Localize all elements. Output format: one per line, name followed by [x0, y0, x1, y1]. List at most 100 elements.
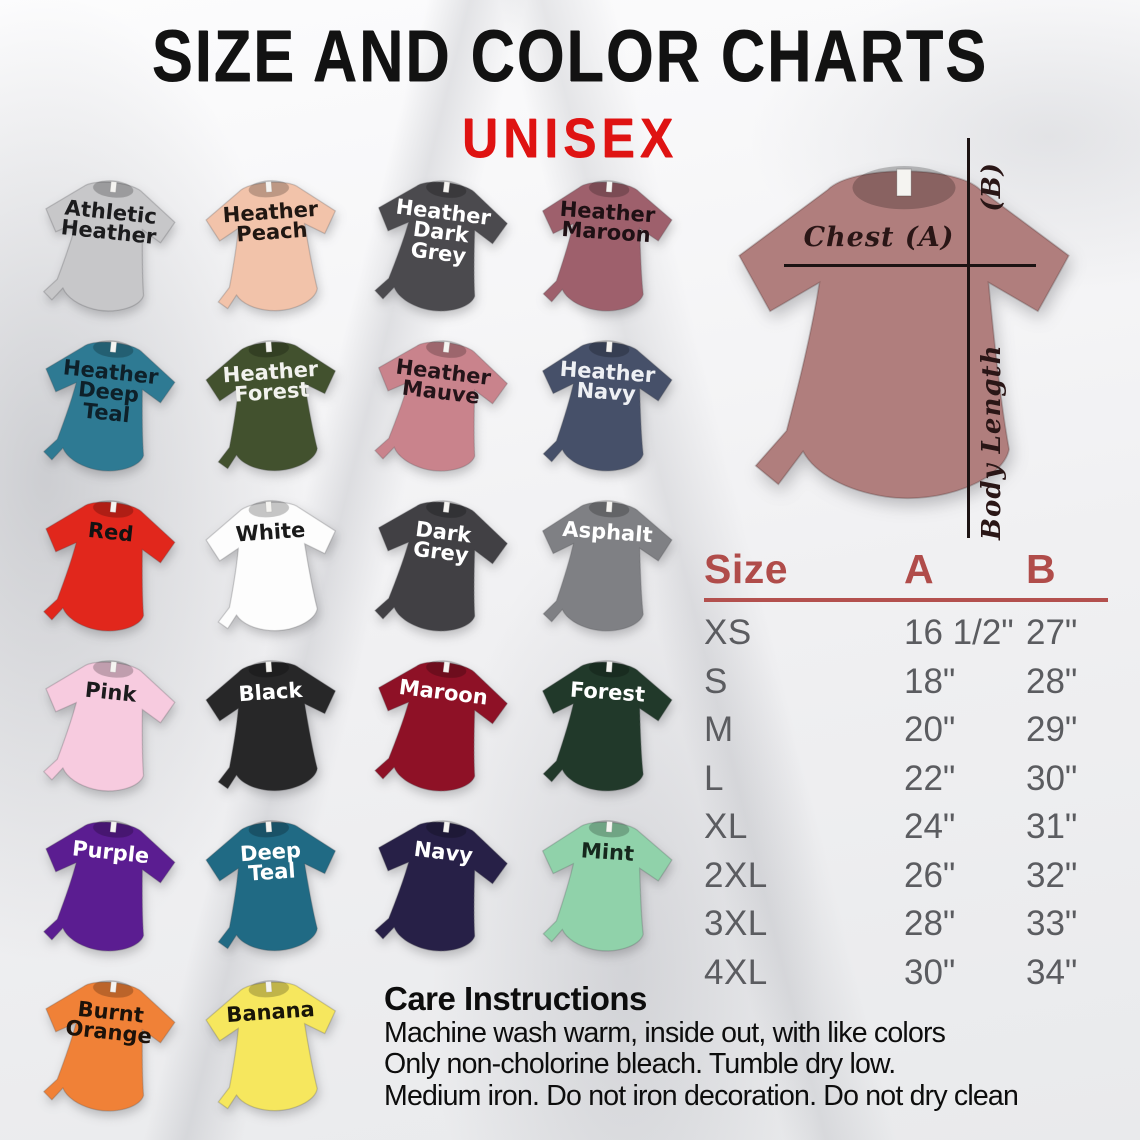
collar-tag-icon	[265, 661, 273, 673]
color-swatch-asphalt: Asphalt	[517, 482, 694, 653]
tshirt-icon	[42, 980, 176, 1112]
header: SIZE AND COLOR CHARTS UNISEX	[0, 14, 1140, 169]
collar-tag-icon	[109, 661, 118, 673]
length-cell: 34"	[1026, 952, 1078, 992]
care-instructions: Care Instructions Machine wash warm, ins…	[384, 980, 1136, 1112]
body-length-label: Body Length (B)	[977, 162, 1007, 540]
chest-measure-line	[784, 264, 1036, 267]
tshirt-icon	[205, 980, 337, 1112]
collar-tag-icon	[109, 181, 118, 193]
tshirt-icon	[205, 820, 337, 952]
collar-tag-icon	[605, 181, 613, 193]
collar-tag-icon	[265, 981, 273, 993]
collar-tag-icon	[605, 501, 613, 513]
size-table-row: S 18" 28"	[704, 658, 1108, 707]
care-line: Medium iron. Do not iron decoration. Do …	[384, 1079, 1019, 1112]
length-cell: 32"	[1026, 855, 1078, 895]
color-swatch-forest: Forest	[517, 642, 694, 813]
tshirt-icon	[42, 340, 176, 472]
body-length-label-b: (B)	[977, 162, 1007, 212]
tshirt-icon	[374, 660, 509, 792]
length-cell: 28"	[1026, 661, 1078, 701]
color-swatch-red: Red	[16, 480, 198, 656]
color-swatch-athletic-heather: Athletic Heather	[16, 160, 198, 336]
color-swatch-heather-mauve: Heather Mauve	[347, 318, 531, 497]
chest-col-header: A	[904, 546, 935, 592]
collar-tag-icon	[605, 821, 613, 833]
collar-tag-icon	[442, 501, 451, 513]
tshirt-icon	[374, 180, 509, 312]
size-table-row: 2XL 26" 32"	[704, 852, 1108, 901]
length-cell: 29"	[1026, 710, 1078, 750]
color-swatch-navy: Navy	[347, 798, 531, 977]
color-swatch-banana: Banana	[185, 962, 362, 1133]
collar-tag-icon	[265, 341, 273, 353]
collar-tag-icon	[265, 181, 273, 193]
color-swatch-white: White	[185, 482, 362, 653]
collar-tag-icon	[109, 501, 118, 513]
tshirt-icon	[205, 660, 337, 792]
collar-tag-icon	[109, 821, 118, 833]
size-cell: M	[704, 710, 734, 750]
tshirt-icon	[42, 500, 176, 632]
care-instructions-body: Machine wash warm, inside out, with like…	[384, 1017, 1136, 1112]
size-table-body: XS 16 1/2" 27" S 18" 28" M 20" 29" L 22"…	[704, 609, 1108, 997]
color-swatch-heather-dark-grey: Heather Dark Grey	[347, 158, 531, 337]
size-table-row: M 20" 29"	[704, 706, 1108, 755]
size-table-row: XS 16 1/2" 27"	[704, 609, 1108, 658]
chest-cell: 24"	[904, 807, 956, 847]
chest-label: Chest (A)	[803, 222, 955, 253]
collar-tag-icon	[896, 168, 912, 197]
tshirt-icon	[205, 340, 337, 472]
collar-tag-icon	[442, 341, 451, 353]
collar-tag-icon	[442, 661, 451, 673]
size-cell: 4XL	[704, 952, 768, 992]
tshirt-icon	[42, 820, 176, 952]
color-swatch-pink: Pink	[16, 640, 198, 816]
color-swatch-grid: Athletic Heather Heather Peach Heather D…	[24, 168, 688, 1128]
body-length-measure-line	[967, 138, 970, 538]
care-line: Only non-cholorine bleach. Tumble dry lo…	[384, 1048, 896, 1081]
tshirt-icon	[541, 820, 673, 952]
length-cell: 27"	[1026, 613, 1078, 653]
chest-cell: 18"	[904, 661, 956, 701]
tshirt-icon	[541, 180, 673, 312]
chest-cell: 30"	[904, 952, 956, 992]
size-cell: XL	[704, 807, 748, 847]
chest-cell: 26"	[904, 855, 956, 895]
collar-tag-icon	[442, 181, 451, 193]
chest-cell: 20"	[904, 710, 956, 750]
size-table-row: XL 24" 31"	[704, 803, 1108, 852]
tshirt-icon	[42, 660, 176, 792]
size-cell: L	[704, 758, 724, 798]
body-length-label-text: Body Length	[977, 344, 1007, 540]
color-swatch-heather-navy: Heather Navy	[517, 322, 694, 493]
color-swatch-purple: Purple	[16, 800, 198, 976]
size-cell: S	[704, 661, 728, 701]
tshirt-icon	[374, 340, 509, 472]
tshirt-icon	[205, 180, 337, 312]
page-title: SIZE AND COLOR CHARTS	[151, 15, 989, 97]
color-swatch-heather-maroon: Heather Maroon	[517, 162, 694, 333]
collar-tag-icon	[442, 821, 451, 833]
collar-tag-icon	[109, 341, 118, 353]
collar-tag-icon	[265, 821, 273, 833]
tshirt-icon	[374, 820, 509, 952]
size-cell: 2XL	[704, 855, 768, 895]
color-swatch-burnt-orange: Burnt Orange	[16, 960, 198, 1136]
color-swatch-black: Black	[185, 642, 362, 813]
length-cell: 30"	[1026, 758, 1078, 798]
tshirt-measure-icon	[738, 166, 1070, 500]
color-swatch-deep-teal: Deep Teal	[185, 802, 362, 973]
color-swatch-heather-forest: Heather Forest	[185, 322, 362, 493]
size-cell: 3XL	[704, 904, 768, 944]
color-swatch-mint: Mint	[517, 802, 694, 973]
length-col-header: B	[1026, 546, 1057, 592]
size-table: Size A B XS 16 1/2" 27" S 18" 28" M 20" …	[704, 546, 1108, 997]
collar-tag-icon	[265, 501, 273, 513]
header-rule	[704, 598, 1108, 602]
size-table-row: L 22" 30"	[704, 755, 1108, 804]
page-subtitle: UNISEX	[461, 106, 679, 170]
chest-cell: 22"	[904, 758, 956, 798]
